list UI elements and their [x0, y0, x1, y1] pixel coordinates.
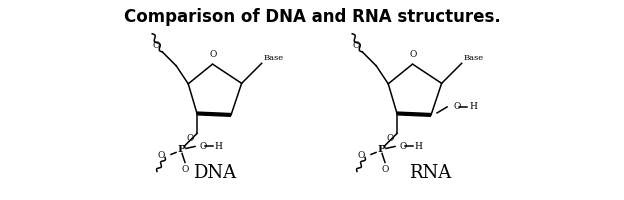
Text: O: O [153, 41, 160, 50]
Text: H: H [414, 142, 422, 151]
Text: O: O [353, 41, 360, 50]
Text: O: O [358, 151, 365, 160]
Text: Base: Base [263, 54, 284, 62]
Text: H: H [469, 102, 477, 111]
Text: O: O [399, 142, 406, 151]
Text: H: H [214, 142, 222, 151]
Text: O: O [210, 50, 217, 59]
Text: O: O [381, 165, 389, 174]
Text: O: O [182, 165, 188, 174]
Text: Base: Base [464, 54, 484, 62]
Text: DNA: DNA [193, 164, 236, 182]
Text: O: O [199, 142, 207, 151]
Text: O: O [158, 151, 165, 160]
Text: Comparison of DNA and RNA structures.: Comparison of DNA and RNA structures. [124, 8, 500, 26]
Text: P: P [177, 145, 185, 154]
Text: O: O [453, 102, 461, 111]
Text: O: O [387, 134, 394, 143]
Text: O: O [187, 134, 194, 143]
Text: P: P [377, 145, 385, 154]
Text: RNA: RNA [409, 164, 451, 182]
Text: O: O [410, 50, 417, 59]
